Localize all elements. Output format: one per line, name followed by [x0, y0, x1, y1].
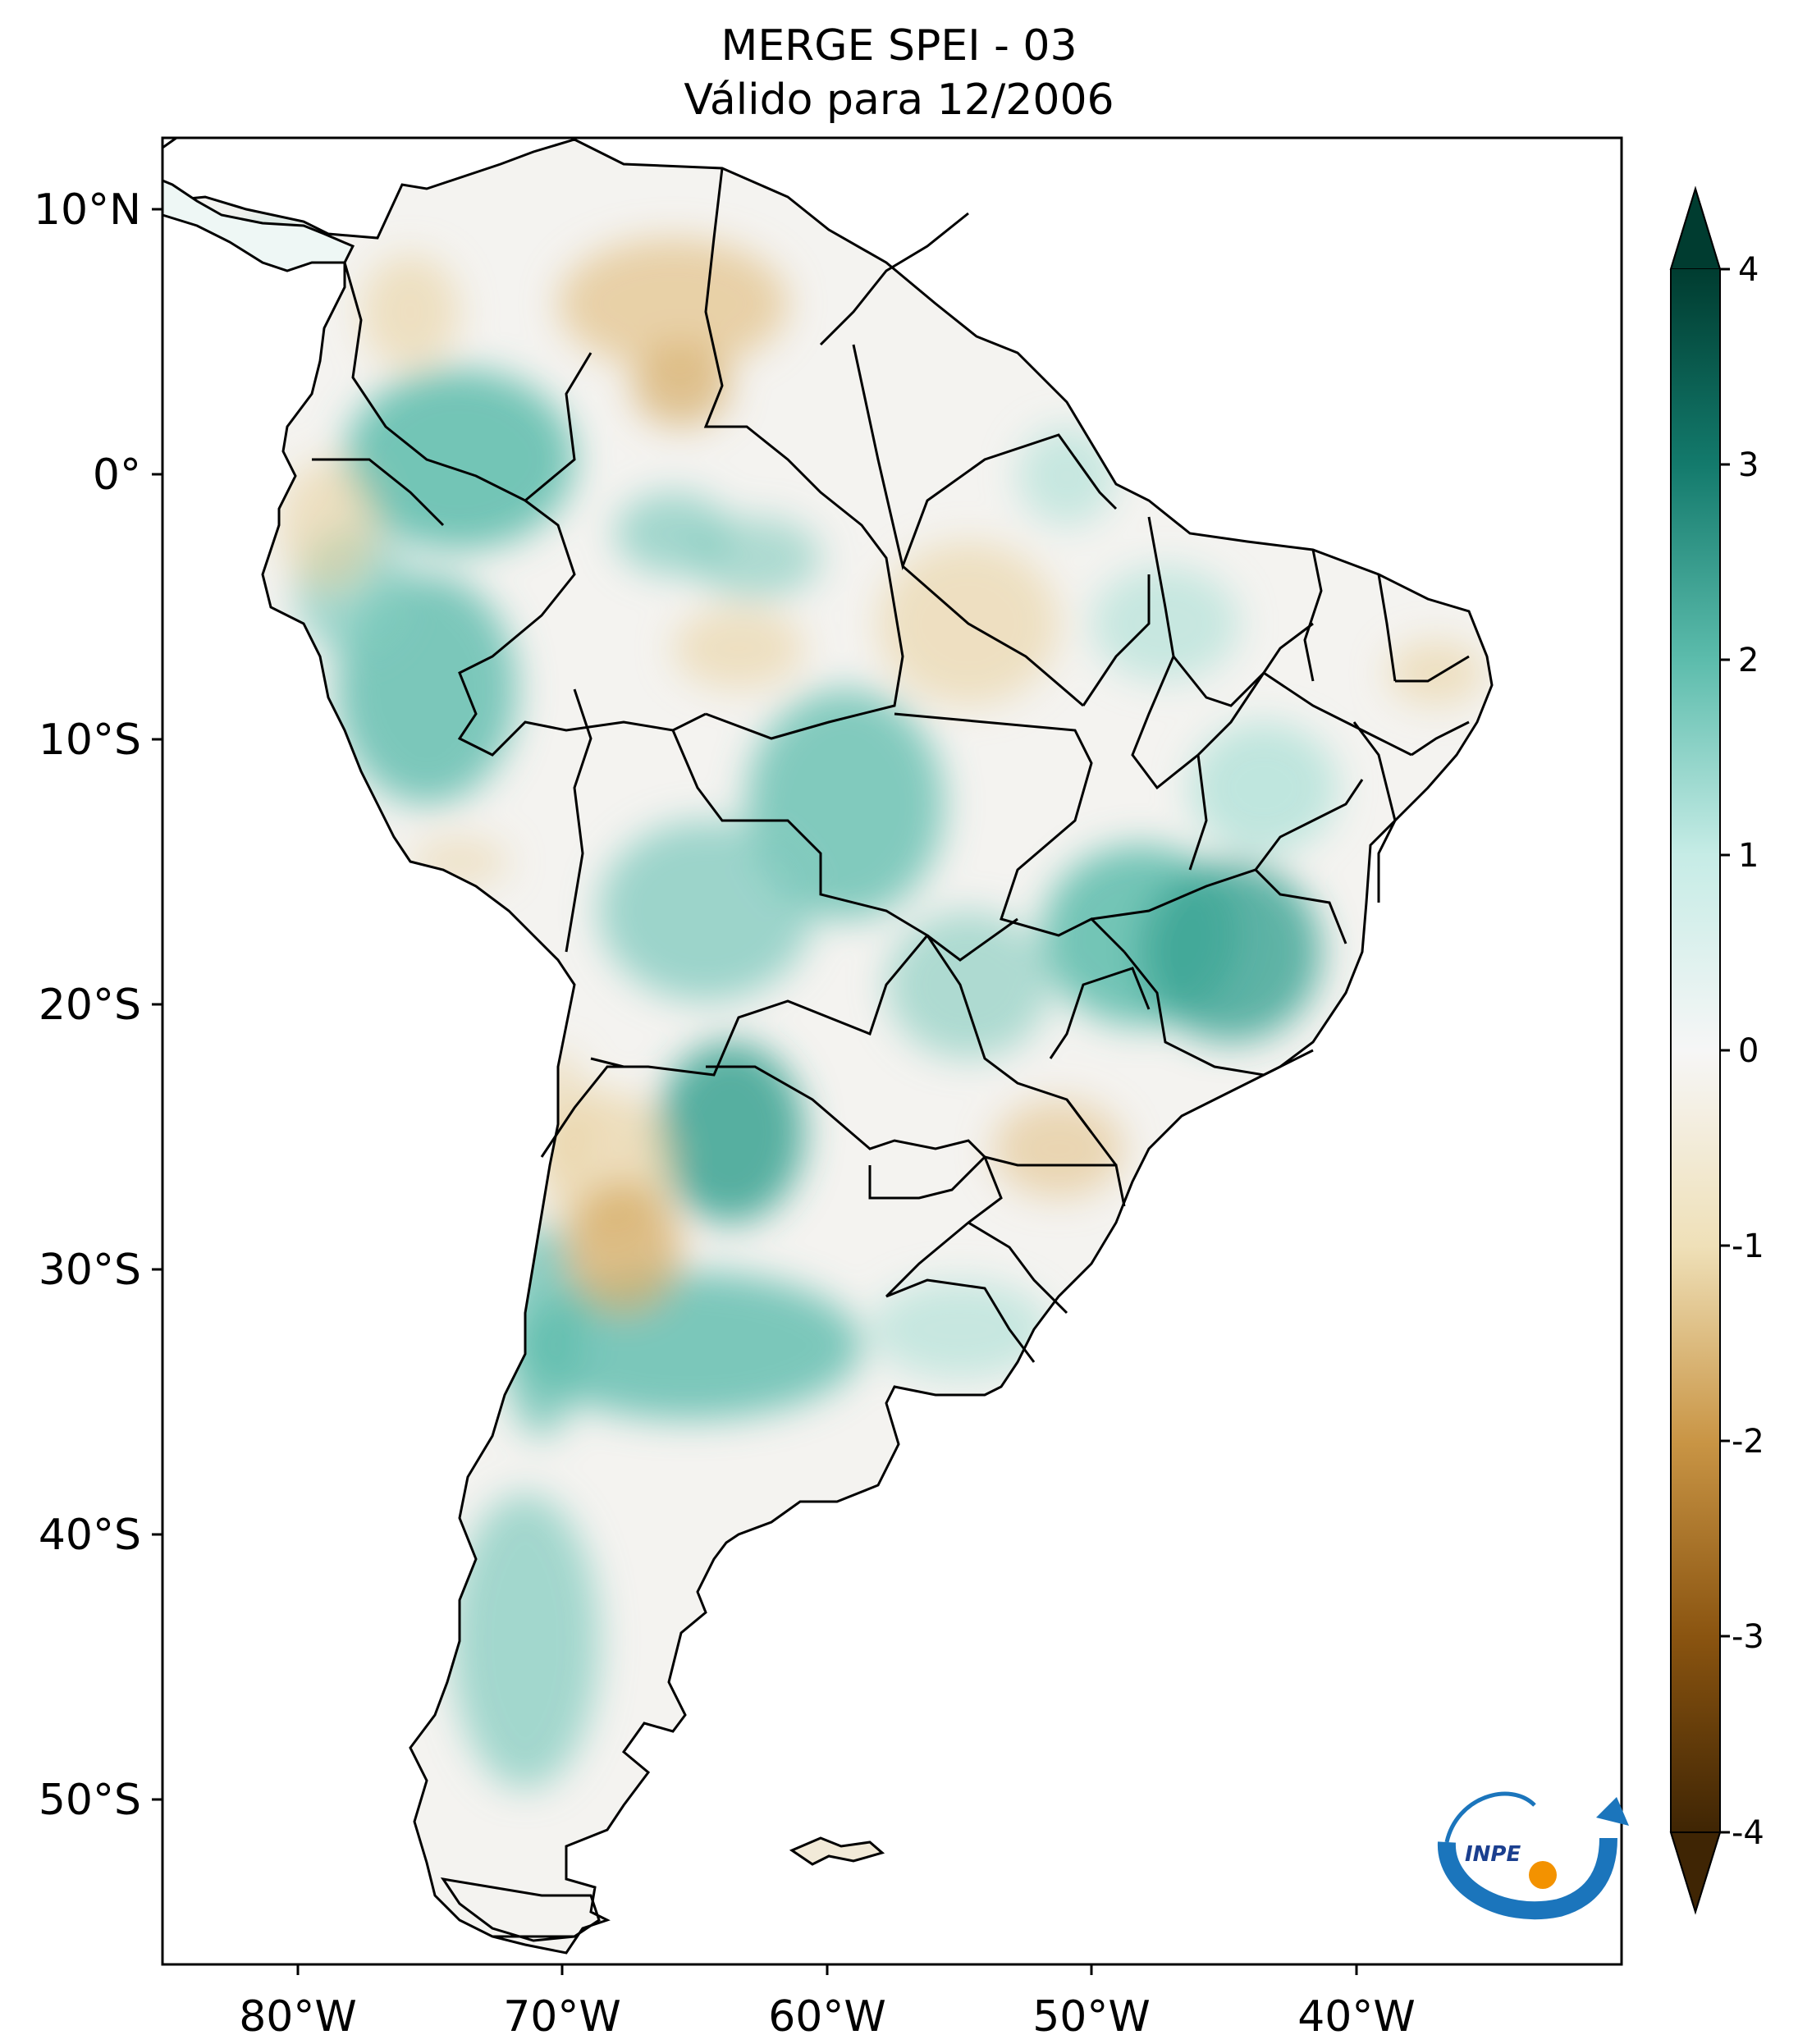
lat-tick-30s: 30°S [39, 1246, 141, 1295]
colorbar-label-1: 1 [1738, 837, 1759, 875]
colorbar-gradient [1671, 269, 1720, 1832]
political-borders [312, 167, 1470, 1938]
tierra-del-fuego [440, 1877, 601, 1942]
colorbar-label-3: 3 [1738, 446, 1759, 484]
colorbar-extend-min [1669, 1831, 1722, 1915]
lat-tick-10s: 10°S [39, 716, 141, 765]
axis-ticks [152, 208, 1358, 1975]
colorbar-label-4: 4 [1738, 251, 1759, 289]
lat-tick-10n: 10°N [34, 185, 141, 235]
colorbar: 4 3 2 1 0 -1 -2 -3 -4 [1669, 185, 1764, 1915]
colorbar-label-minus3: -3 [1732, 1618, 1764, 1656]
falkland-islands [789, 1836, 885, 1866]
map-subtitle: Válido para 12/2006 [684, 75, 1114, 125]
lat-tick-20s: 20°S [39, 981, 141, 1030]
colorbar-label-minus2: -2 [1732, 1423, 1764, 1461]
central-america [162, 179, 355, 272]
colorbar-label-0: 0 [1738, 1032, 1759, 1070]
lat-tick-50s: 50°S [39, 1776, 141, 1825]
colorbar-label-2: 2 [1738, 642, 1759, 679]
lon-tick-70w: 70°W [503, 1992, 621, 2042]
map-frame [161, 136, 1623, 1966]
map-title: MERGE SPEI - 03 [721, 21, 1077, 71]
lon-tick-80w: 80°W [239, 1992, 357, 2042]
inpe-logo-text: INPE [1465, 1842, 1521, 1867]
inpe-logo: INPE [1437, 1791, 1629, 1920]
lon-tick-40w: 40°W [1297, 1992, 1416, 2042]
lon-tick-50w: 50°W [1032, 1992, 1151, 2042]
lat-tick-0: 0° [93, 450, 141, 500]
lon-tick-60w: 60°W [768, 1992, 886, 2042]
lat-tick-40s: 40°S [39, 1511, 141, 1560]
colorbar-label-minus1: -1 [1732, 1228, 1764, 1265]
spei-field [230, 230, 1485, 1789]
colorbar-extend-max [1669, 185, 1722, 270]
colorbar-label-minus4: -4 [1732, 1814, 1764, 1852]
